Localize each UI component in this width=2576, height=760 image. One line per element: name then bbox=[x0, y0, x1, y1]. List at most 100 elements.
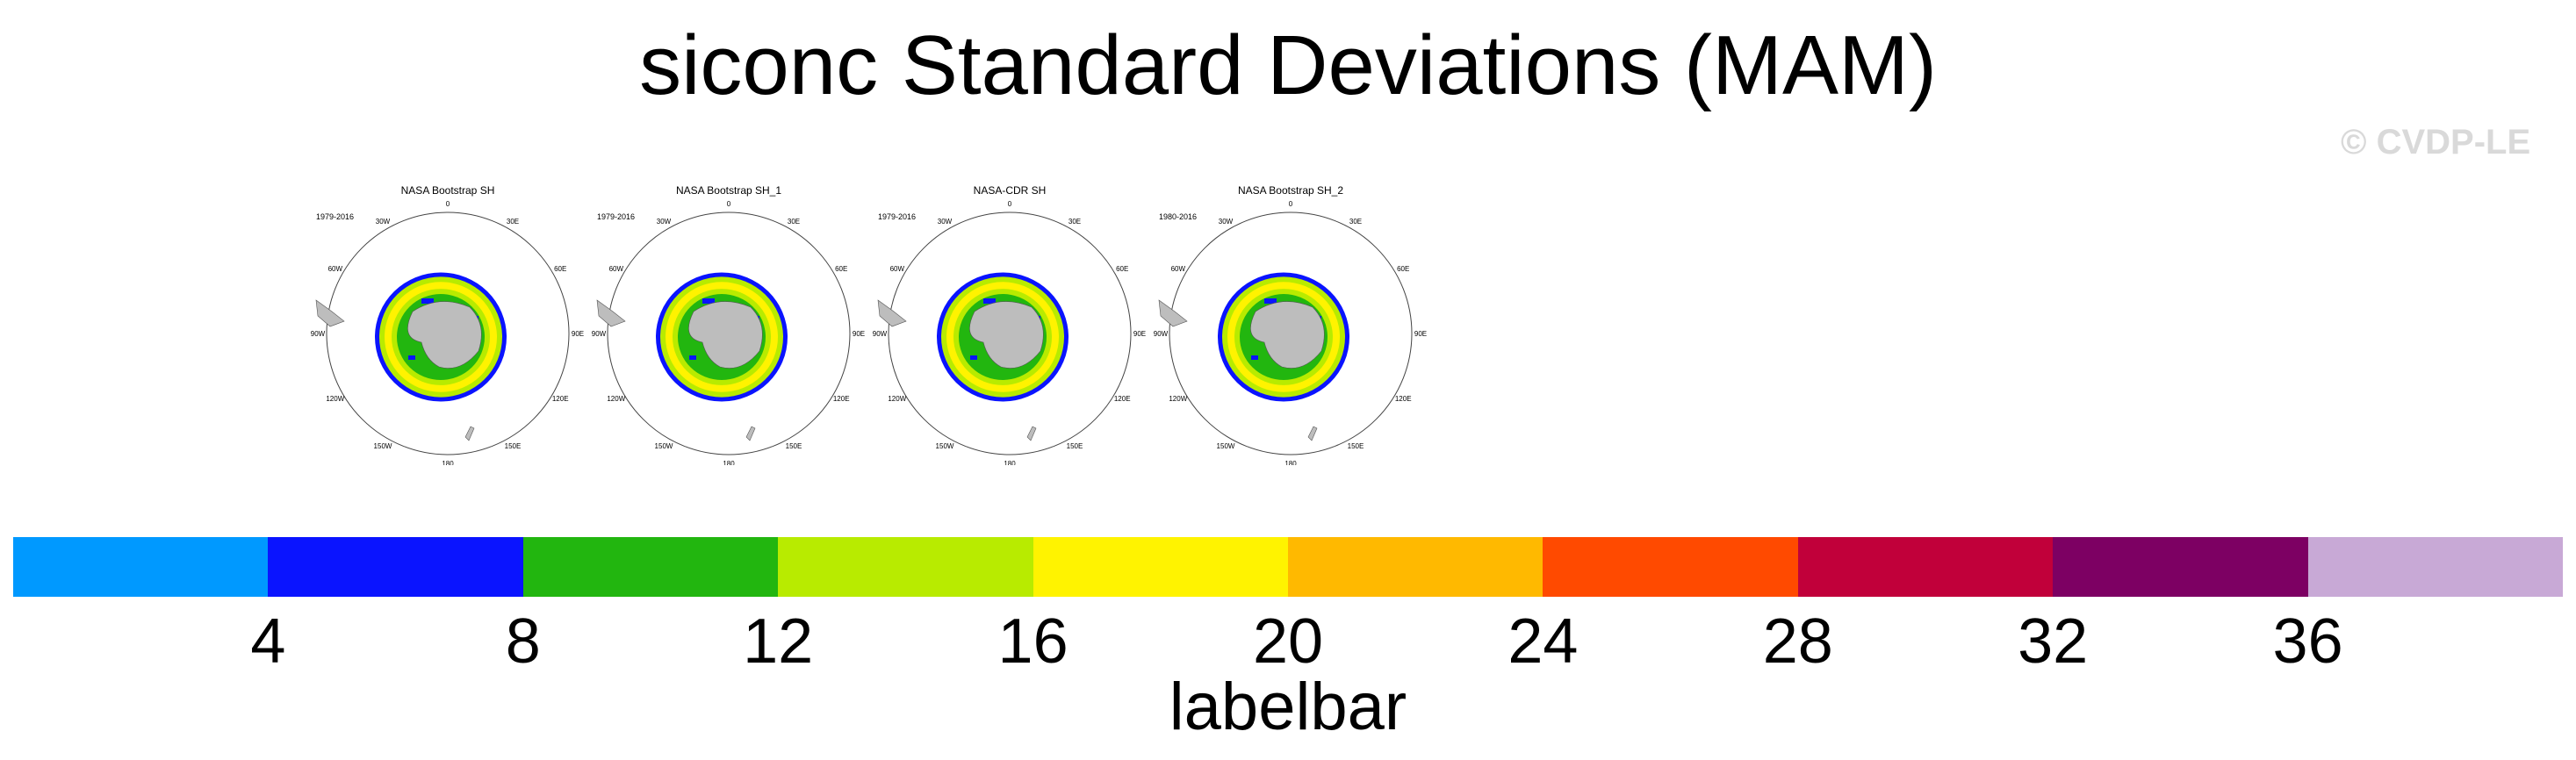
longitude-tick: 90E bbox=[572, 330, 584, 338]
labelbar-label: 8 bbox=[505, 606, 541, 677]
antarctica-landmass bbox=[969, 301, 1044, 369]
longitude-tick: 30W bbox=[376, 218, 391, 226]
longitude-tick: 120W bbox=[1169, 395, 1187, 403]
labelbar-segment bbox=[1543, 537, 1798, 597]
new-zealand-landmass bbox=[745, 426, 756, 441]
sea-ice-cell bbox=[421, 298, 434, 304]
panel-title: NASA Bootstrap SH bbox=[400, 184, 495, 197]
longitude-tick: 120E bbox=[1114, 395, 1131, 403]
longitude-tick: 60W bbox=[1171, 265, 1186, 273]
labelbar-segment bbox=[13, 537, 269, 597]
longitude-tick: 150W bbox=[1217, 442, 1235, 450]
longitude-tick: 60W bbox=[890, 265, 905, 273]
panel-years: 1979-2016 bbox=[878, 212, 917, 221]
south-america-landmass bbox=[1158, 299, 1188, 327]
longitude-tick: 30E bbox=[507, 218, 519, 226]
longitude-tick: 30W bbox=[1219, 218, 1234, 226]
longitude-tick: 60E bbox=[554, 265, 566, 273]
antarctica-landmass bbox=[1250, 301, 1325, 369]
polar-map: 0 30E 60E 90E 120E 150E 180 150W 120W 90W 60W 30W bbox=[873, 200, 1146, 465]
labelbar-label: 32 bbox=[2018, 606, 2089, 677]
sea-ice-cell bbox=[689, 355, 696, 360]
panel-title: NASA Bootstrap SH_1 bbox=[675, 184, 782, 197]
panel-title: NASA Bootstrap SH_2 bbox=[1237, 184, 1344, 197]
new-zealand-landmass bbox=[1307, 426, 1318, 441]
south-america-landmass bbox=[877, 299, 907, 327]
labelbar-label: 12 bbox=[743, 606, 814, 677]
longitude-tick: 30W bbox=[657, 218, 672, 226]
panel-years: 1979-2016 bbox=[597, 212, 636, 221]
longitude-tick: 150W bbox=[374, 442, 392, 450]
longitude-tick: 0 bbox=[1008, 200, 1012, 208]
map-panel: NASA Bootstrap SH_2 1980-2016 0 30E 60E 90E 12… bbox=[1150, 176, 1431, 465]
figure-title: siconc Standard Deviations (MAM) bbox=[639, 18, 1937, 112]
labelbar-label: 36 bbox=[2272, 606, 2343, 677]
longitude-tick: 120W bbox=[888, 395, 906, 403]
map-panel: NASA Bootstrap SH_1 1979-2016 0 30E 60E 90E 12… bbox=[588, 176, 869, 465]
longitude-tick: 120W bbox=[607, 395, 625, 403]
labelbar-label: 24 bbox=[1507, 606, 1579, 677]
longitude-tick: 150E bbox=[786, 442, 802, 450]
longitude-tick: 90E bbox=[1414, 330, 1427, 338]
longitude-tick: 150W bbox=[936, 442, 954, 450]
antarctica-landmass bbox=[407, 301, 482, 369]
longitude-tick: 0 bbox=[727, 200, 731, 208]
longitude-tick: 60E bbox=[1397, 265, 1409, 273]
longitude-tick: 60E bbox=[1116, 265, 1128, 273]
longitude-tick: 150E bbox=[1067, 442, 1083, 450]
longitude-tick: 60W bbox=[609, 265, 624, 273]
longitude-tick: 150W bbox=[655, 442, 673, 450]
labelbar-segment bbox=[1797, 537, 2054, 597]
south-america-landmass bbox=[596, 299, 626, 327]
longitude-tick: 60W bbox=[328, 265, 343, 273]
labelbar bbox=[13, 537, 2564, 597]
panel-title: NASA-CDR SH bbox=[973, 184, 1047, 197]
map-boundary bbox=[607, 212, 851, 455]
sea-ice-cell bbox=[408, 355, 415, 360]
longitude-tick: 30E bbox=[1069, 218, 1081, 226]
map-boundary bbox=[326, 212, 570, 455]
labelbar-title: labelbar bbox=[1169, 670, 1407, 744]
sea-ice-cell bbox=[970, 355, 977, 360]
polar-map: 0 30E 60E 90E 120E 150E 180 150W 120W 90W 60W 30W bbox=[311, 200, 584, 465]
longitude-tick: 90W bbox=[592, 330, 607, 338]
sea-ice-cell bbox=[702, 298, 715, 304]
longitude-tick: 180 bbox=[442, 460, 454, 465]
watermark: © CVDP-LE bbox=[2341, 123, 2531, 161]
polar-map: 0 30E 60E 90E 120E 150E 180 150W 120W 90W 60W 30W bbox=[592, 200, 865, 465]
longitude-tick: 30W bbox=[938, 218, 953, 226]
labelbar-segment bbox=[2307, 537, 2564, 597]
labelbar-label: 16 bbox=[997, 606, 1069, 677]
longitude-tick: 120E bbox=[552, 395, 569, 403]
longitude-tick: 180 bbox=[1004, 460, 1016, 465]
longitude-tick: 30E bbox=[788, 218, 800, 226]
longitude-tick: 180 bbox=[1284, 460, 1297, 465]
panel-years: 1979-2016 bbox=[316, 212, 355, 221]
labelbar-segment bbox=[268, 537, 523, 597]
longitude-tick: 90W bbox=[1154, 330, 1169, 338]
antarctica-landmass bbox=[688, 301, 763, 369]
labelbar-segment bbox=[778, 537, 1033, 597]
labelbar-label: 20 bbox=[1252, 606, 1324, 677]
longitude-tick: 150E bbox=[1348, 442, 1364, 450]
labelbar-segment bbox=[1033, 537, 1289, 597]
new-zealand-landmass bbox=[464, 426, 475, 441]
sea-ice-cell bbox=[983, 298, 996, 304]
longitude-tick: 90W bbox=[311, 330, 326, 338]
labelbar-label: 4 bbox=[250, 606, 286, 677]
map-boundary bbox=[888, 212, 1132, 455]
longitude-tick: 0 bbox=[446, 200, 450, 208]
south-america-landmass bbox=[315, 299, 345, 327]
longitude-tick: 120W bbox=[326, 395, 344, 403]
map-boundary bbox=[1169, 212, 1413, 455]
longitude-tick: 90E bbox=[1133, 330, 1146, 338]
labelbar-segment bbox=[1288, 537, 1543, 597]
panel-years: 1980-2016 bbox=[1159, 212, 1198, 221]
sea-ice-cell bbox=[1251, 355, 1258, 360]
longitude-tick: 150E bbox=[505, 442, 522, 450]
labelbar-segment bbox=[2053, 537, 2308, 597]
map-panel: NASA Bootstrap SH 1979-2016 0 30E 60E 90E 120E… bbox=[307, 176, 588, 465]
labelbar-segment bbox=[522, 537, 779, 597]
longitude-tick: 120E bbox=[1395, 395, 1412, 403]
sea-ice-cell bbox=[1264, 298, 1277, 304]
